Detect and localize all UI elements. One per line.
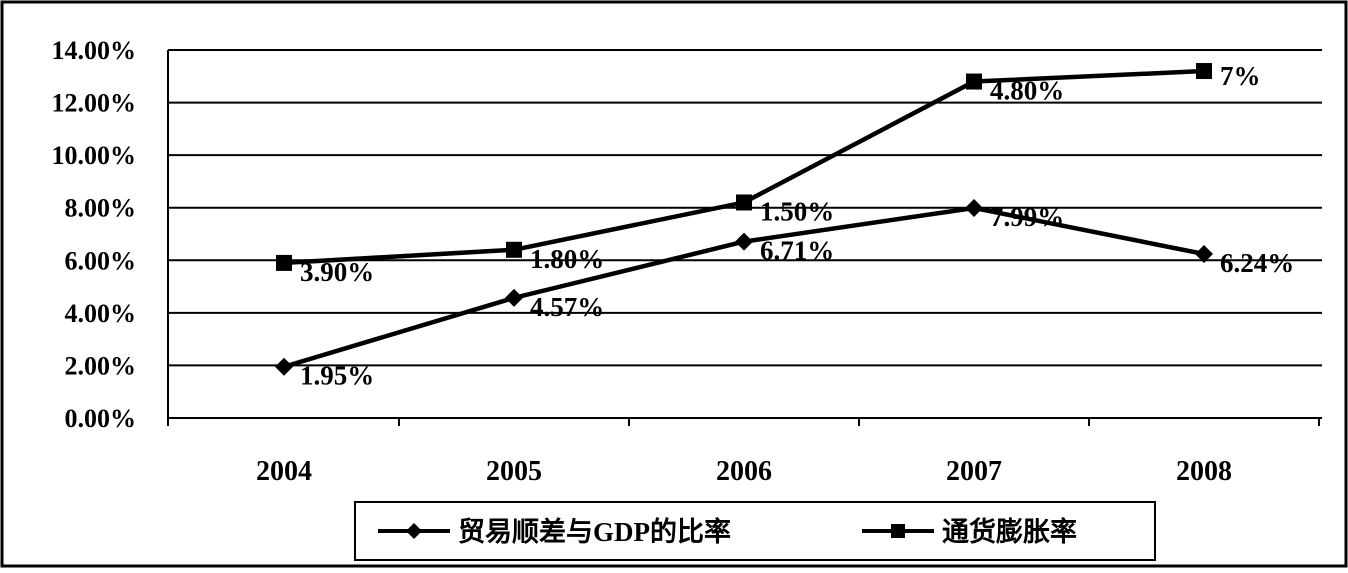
y-tick-label: 4.00% — [65, 299, 137, 328]
point-marker — [736, 194, 752, 211]
point-marker — [965, 198, 983, 217]
legend-label-inflation: 通货膨胀率 — [942, 516, 1077, 547]
data-label: 1.95% — [300, 361, 374, 391]
point-marker — [506, 241, 522, 258]
data-label: 7% — [1220, 61, 1261, 91]
y-tick-label: 14.00% — [52, 36, 137, 65]
legend-marker-trade-surplus — [406, 523, 422, 539]
data-label: 1.50% — [760, 196, 834, 226]
y-tick-label: 6.00% — [65, 246, 137, 275]
x-tick-label: 2004 — [256, 456, 312, 487]
data-label: 4.80% — [990, 76, 1064, 106]
point-marker — [966, 73, 982, 90]
x-tick-label: 2005 — [486, 456, 542, 487]
series-lines — [275, 63, 1213, 376]
point-marker — [276, 254, 292, 271]
series-line-0 — [283, 205, 1205, 369]
legend-label-trade-surplus: 贸易顺差与GDP的比率 — [458, 516, 731, 547]
point-marker — [735, 232, 753, 251]
data-label: 4.57% — [530, 292, 604, 322]
data-labels: 1.95% 4.57% 6.71% 7.99% 6.24% 3.90% 1.80% 1.50%… — [300, 61, 1294, 391]
data-label: 7.99% — [990, 202, 1064, 232]
point-marker — [505, 288, 523, 307]
y-tick-label: 10.00% — [52, 141, 137, 170]
y-tick-label: 8.00% — [65, 194, 137, 223]
x-tick-label: 2007 — [946, 456, 1002, 487]
axes — [167, 50, 1322, 426]
legend-box — [354, 501, 1156, 561]
data-label: 3.90% — [300, 257, 374, 287]
point-marker — [1196, 63, 1212, 80]
point-marker — [275, 357, 293, 376]
data-label: 6.24% — [1220, 248, 1294, 278]
data-label: 1.80% — [530, 244, 604, 274]
x-tick-label: 2006 — [716, 456, 772, 487]
y-tick-label: 12.00% — [52, 89, 137, 118]
y-axis-tick-labels: 0.00% 2.00% 4.00% 6.00% 8.00% 10.00% 12.00% 14.… — [52, 36, 137, 433]
legend: 贸易顺差与GDP的比率 通货膨胀率 — [354, 501, 1156, 561]
x-tick-label: 2008 — [1176, 456, 1232, 487]
data-label: 6.71% — [760, 236, 834, 266]
point-marker — [1195, 244, 1213, 263]
y-tick-label: 2.00% — [65, 351, 137, 380]
legend-marker-inflation — [891, 524, 905, 538]
x-axis-tick-labels: 2004 2005 2006 2007 2008 — [256, 456, 1232, 487]
y-tick-label: 0.00% — [65, 404, 137, 433]
